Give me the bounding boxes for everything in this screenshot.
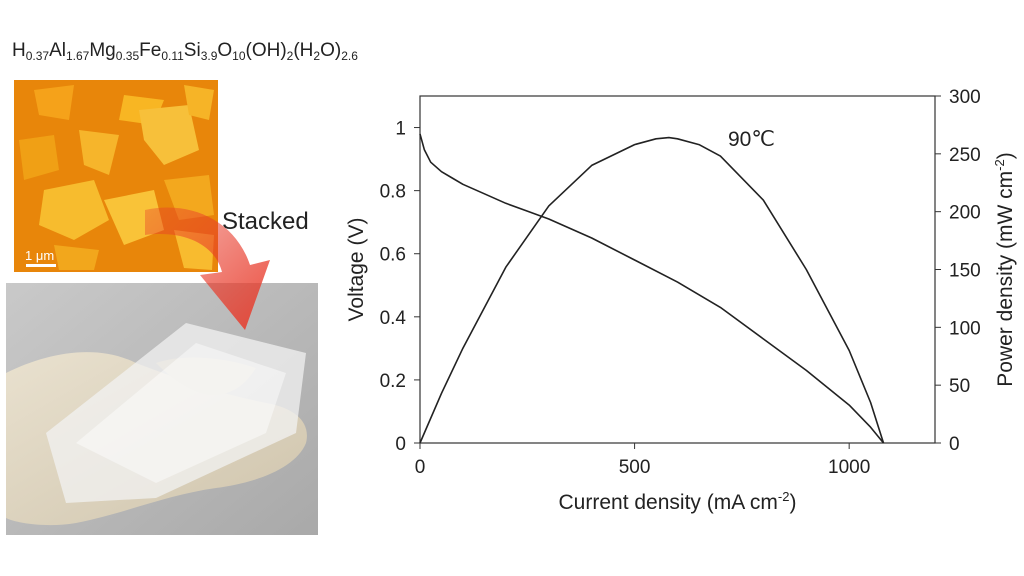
x-tick-label: 500 <box>619 457 651 478</box>
y-right-axis-label: Power density (mW cm-2) <box>992 152 1017 386</box>
voltage-curve <box>419 133 885 444</box>
x-axis-label-end: ) <box>789 491 796 514</box>
formula-part: O <box>217 40 233 61</box>
y-left-tick-label: 0.4 <box>380 308 407 329</box>
formula-subscript: 0.37 <box>25 49 50 63</box>
plot-frame <box>419 95 936 444</box>
formula-subscript: 2.6 <box>341 49 358 63</box>
x-tick-label: 0 <box>415 457 426 478</box>
y-left-tick-label: 0.6 <box>380 245 406 266</box>
formula-subscript: 3.9 <box>200 49 218 63</box>
y-left-tick-label: 0.2 <box>380 371 406 392</box>
x-axis-label: Current density (mA cm-2) <box>559 489 797 514</box>
y-right-tick-label: 200 <box>949 203 981 224</box>
formula-part: Si <box>183 40 201 61</box>
y-right-tick-label: 100 <box>949 318 981 339</box>
formula-subscript: 0.35 <box>115 49 140 63</box>
y-right-tick-label: 150 <box>949 261 981 282</box>
formula-subscript: 0.11 <box>161 49 184 63</box>
y-right-tick-label: 50 <box>949 376 970 397</box>
temperature-annotation: 90℃ <box>728 128 775 151</box>
formula-part: H <box>12 40 26 61</box>
formula-part: (OH) <box>245 40 287 61</box>
y-right-axis-label-text: Power density (mW cm <box>994 171 1017 387</box>
y-right-axis-label-sup: -2 <box>992 159 1007 171</box>
stacked-label: Stacked <box>222 208 309 235</box>
scale-bar <box>26 264 56 267</box>
y-right-tick-label: 250 <box>949 145 981 166</box>
polarization-chart: 0 500 1000 0 0.2 0.4 0.6 0.8 1 0 50 100 150 200 250 300… <box>330 70 1020 530</box>
membrane-photo <box>6 283 318 535</box>
stacked-arrow <box>140 190 300 340</box>
formula-subscript: 10 <box>232 49 246 63</box>
formula-part: Al <box>49 40 66 61</box>
chemical-formula: H0.37Al1.67Mg0.35Fe0.11Si3.9O10(OH)2(H2O… <box>12 40 358 63</box>
y-left-tick-label: 0 <box>395 434 406 455</box>
power-density-curve <box>419 136 885 444</box>
y-right-tick-label: 300 <box>949 87 981 108</box>
chart-svg: 0 500 1000 0 0.2 0.4 0.6 0.8 1 0 50 100 150 200 250 300… <box>345 87 1017 514</box>
y-left-axis-label: Voltage (V) <box>345 218 368 322</box>
formula-part: (H <box>293 40 314 61</box>
formula-subscript: 1.67 <box>66 49 90 63</box>
formula-part: O) <box>320 40 342 61</box>
y-right-axis-label-end: ) <box>994 152 1017 159</box>
x-axis-label-text: Current density (mA cm <box>559 491 778 514</box>
x-tick-label: 1000 <box>828 457 870 478</box>
y-right-tick-label: 0 <box>949 434 960 455</box>
x-axis-label-sup: -2 <box>778 489 790 504</box>
y-left-tick-label: 1 <box>395 119 406 140</box>
formula-part: Fe <box>139 40 162 61</box>
y-left-tick-label: 0.8 <box>380 182 406 203</box>
scale-label: 1 μm <box>25 248 54 263</box>
formula-subscript: 2 <box>286 49 294 63</box>
afm-image: 1 μm <box>14 80 218 272</box>
formula-subscript: 2 <box>313 49 321 63</box>
formula-part: Mg <box>89 40 116 61</box>
